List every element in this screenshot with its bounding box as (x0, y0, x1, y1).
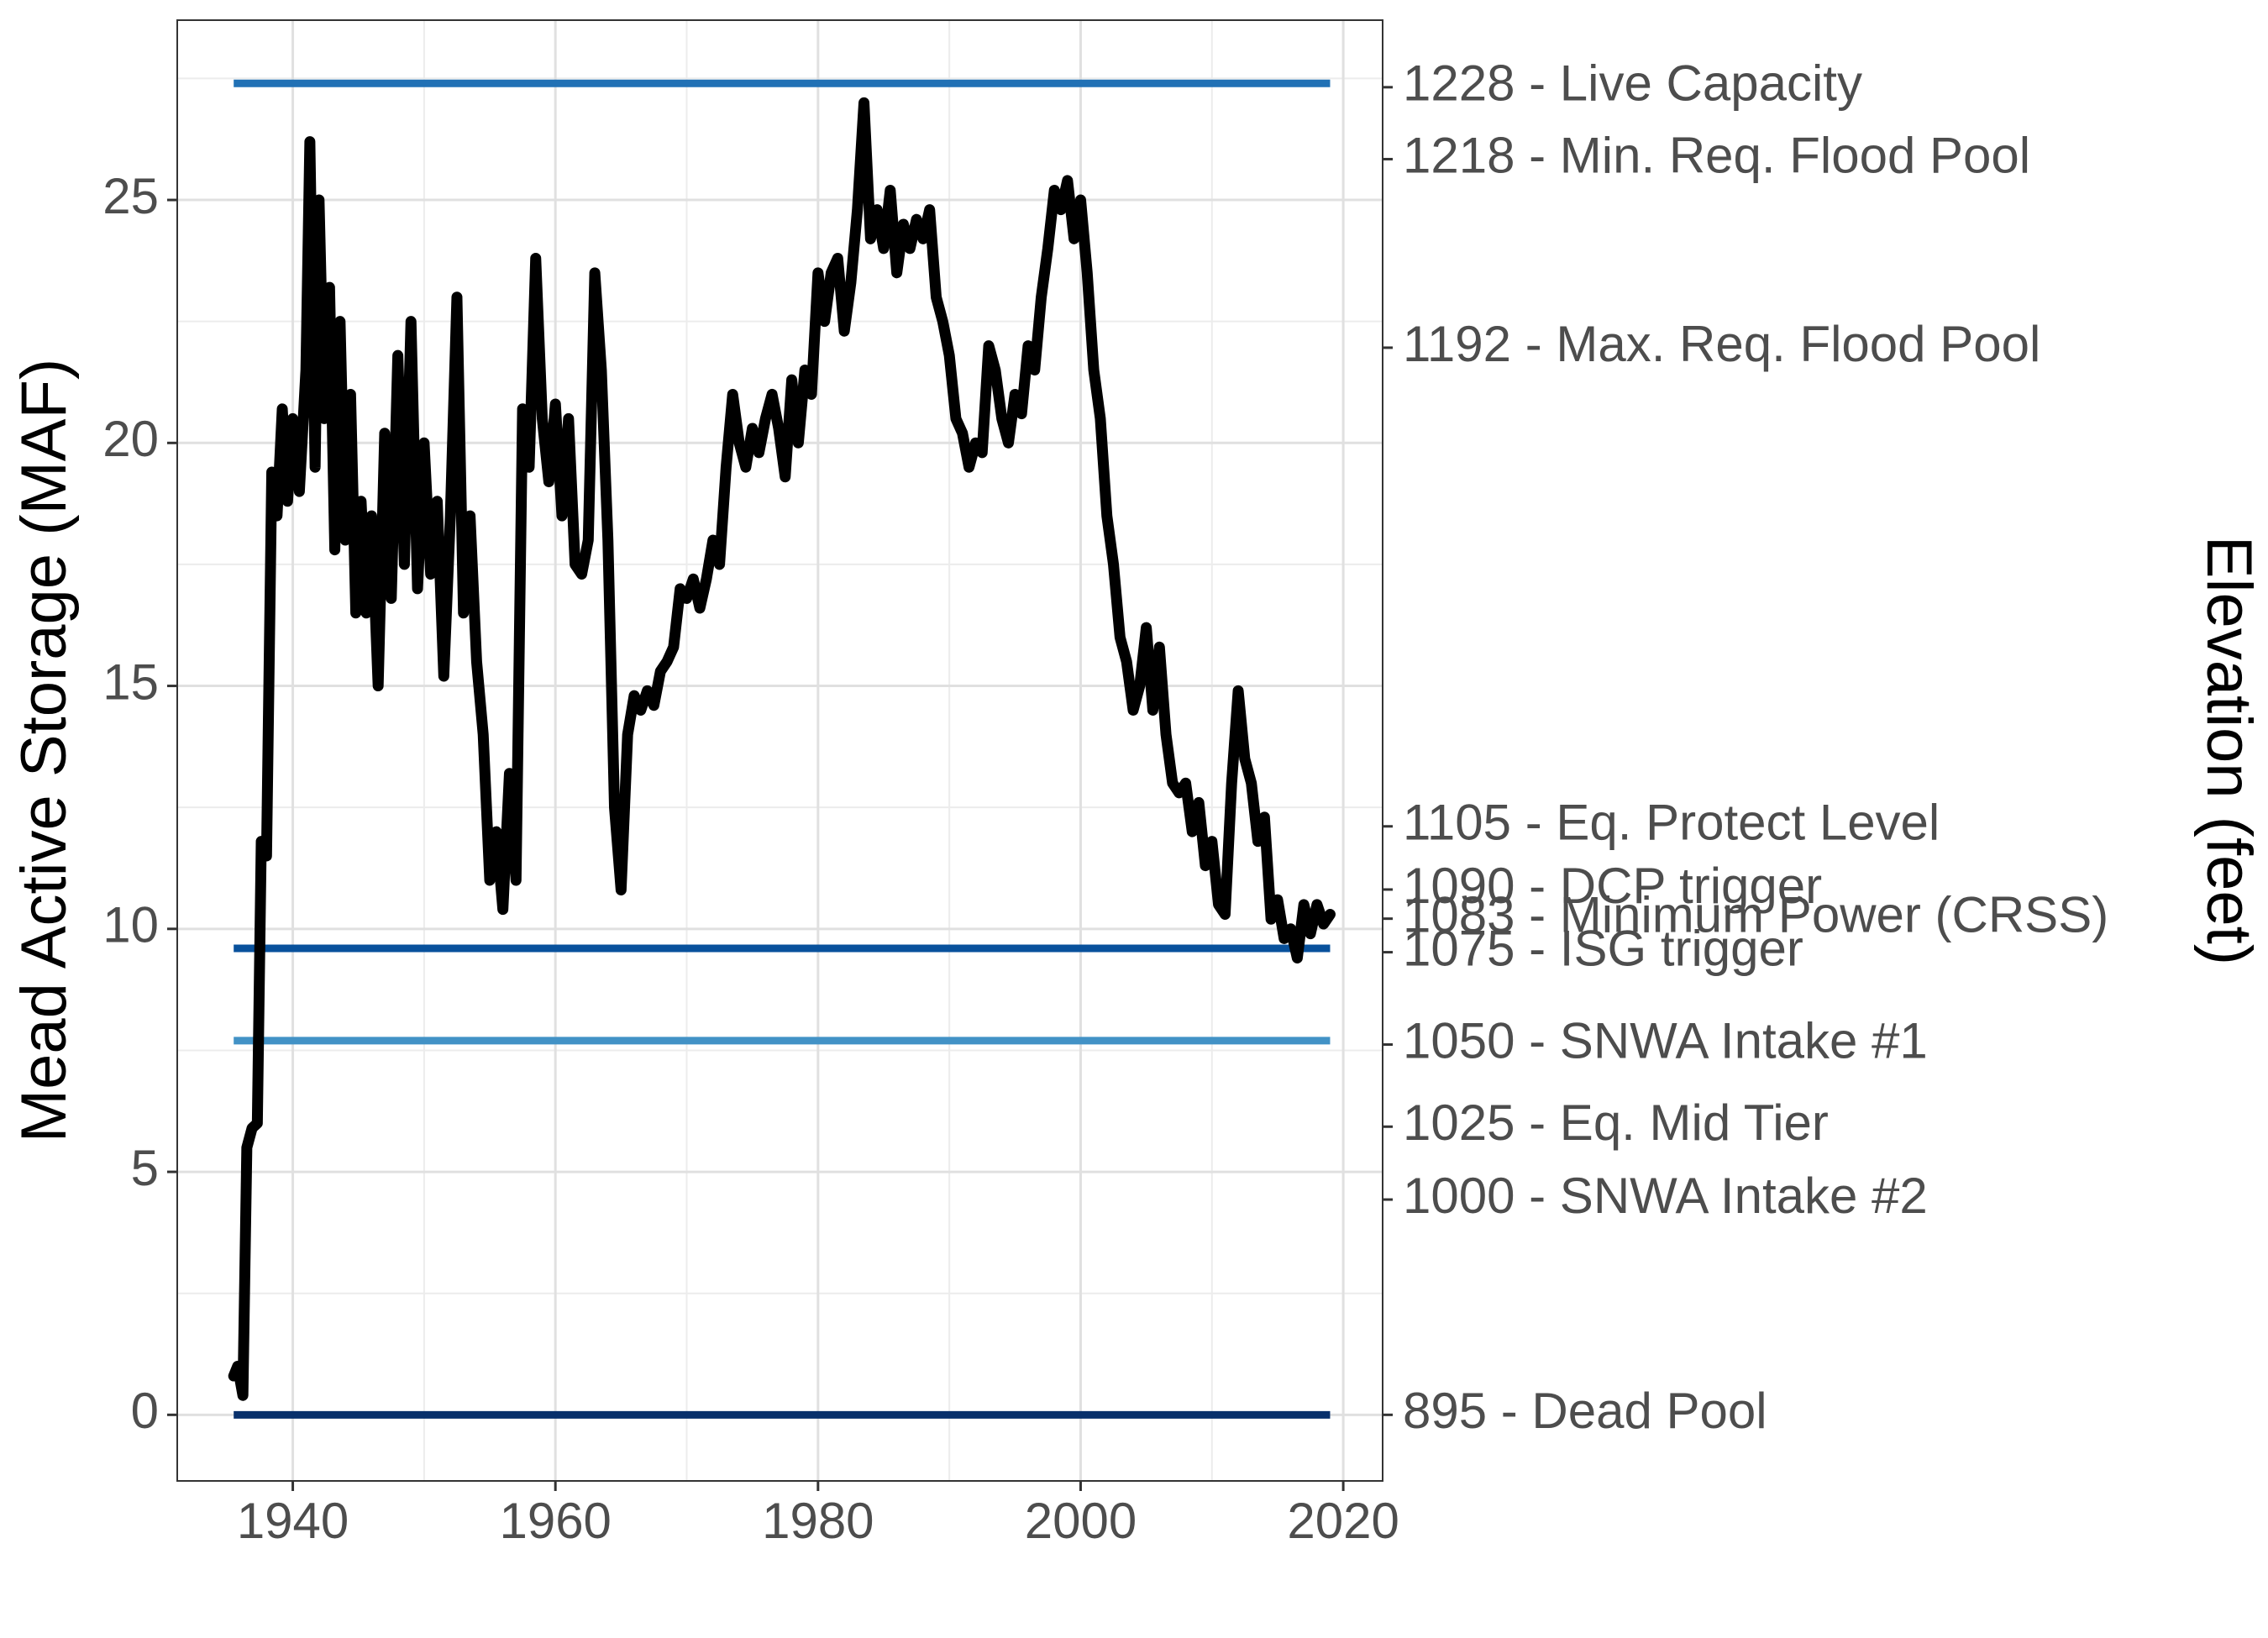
y-tick-label: 25 (102, 168, 159, 224)
x-tick-label: 1980 (762, 1493, 874, 1549)
y-tick-label: 15 (102, 654, 159, 710)
x-tick-label: 1940 (237, 1493, 349, 1549)
x-tick-label: 1960 (499, 1493, 611, 1549)
y-tick-label: 20 (102, 411, 159, 467)
y2-tick-label: 1025 - Eq. Mid Tier (1403, 1095, 1829, 1151)
y-tick-label: 5 (131, 1140, 159, 1196)
y2-tick-label: 1050 - SNWA Intake #1 (1403, 1012, 1928, 1068)
y2-axis-title: Elevation (feet) (2193, 536, 2265, 965)
y2-tick-label: 1090 - DCP trigger (1403, 858, 1822, 914)
data-line (228, 97, 1336, 1401)
y2-tick-label: 1000 - SNWA Intake #2 (1403, 1168, 1928, 1224)
y2-tick-label: 1105 - Eq. Protect Level (1403, 795, 1940, 851)
y2-tick-label: 1228 - Live Capacity (1403, 55, 1862, 112)
y-axis-title: Mead Active Storage (MAF) (8, 359, 80, 1142)
y2-tick-label: 1083 - Minimum Power (CRSS) (1403, 887, 2108, 943)
y2-tick-label: 895 - Dead Pool (1403, 1383, 1767, 1439)
y-tick-label: 10 (102, 897, 159, 953)
y2-tick-label: 1192 - Max. Req. Flood Pool (1403, 316, 2040, 372)
y-tick-label: 0 (131, 1383, 159, 1439)
y2-tick-label: 1075 - ISG trigger (1403, 920, 1803, 976)
y2-tick-label: 1218 - Min. Req. Flood Pool (1403, 127, 2030, 183)
x-tick-label: 2020 (1287, 1493, 1399, 1549)
plot-border (176, 19, 1383, 1482)
x-tick-label: 2000 (1025, 1493, 1137, 1549)
